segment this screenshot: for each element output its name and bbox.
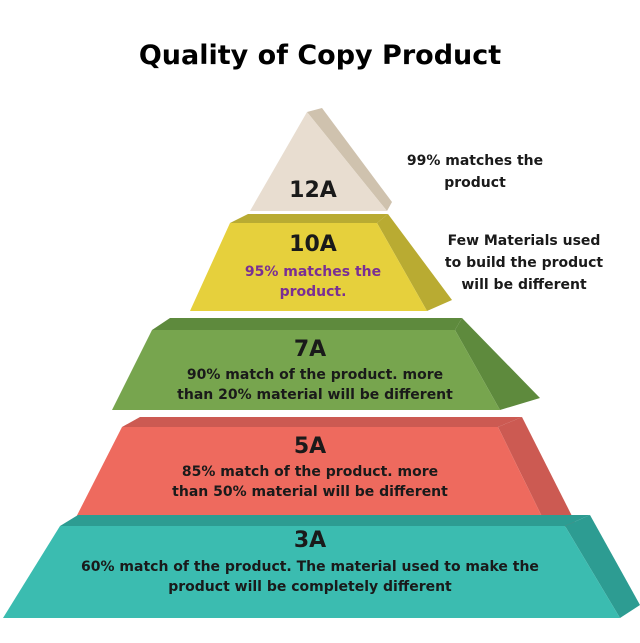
tier-12a-label: 12A	[289, 178, 337, 203]
tier-12a-shape	[250, 108, 392, 211]
tier-3a-label: 3A	[293, 528, 327, 553]
tier-10a-note: Few Materials used to build the product …	[444, 233, 604, 293]
tier-7a-description: 90% match of the product. more than 20% …	[177, 367, 453, 403]
tier-7a-label: 7A	[293, 337, 327, 362]
tier-10a-description: 95% matches the product.	[244, 264, 382, 300]
tier-3a-shape	[3, 515, 640, 618]
tier-7a-shape	[112, 318, 540, 410]
tier-10a-label: 10A	[289, 232, 337, 257]
tier-12a-note: 99% matches the product	[406, 153, 544, 191]
tier-5a-description: 85% match of the product. more than 50% …	[172, 464, 448, 500]
tier-3a-description: 60% match of the product. The material u…	[81, 559, 539, 595]
tier-5a-shape	[67, 417, 575, 535]
tier-5a-label: 5A	[293, 434, 327, 459]
page-title: Quality of Copy Product	[138, 40, 502, 71]
tier-10a-shape	[190, 214, 452, 311]
